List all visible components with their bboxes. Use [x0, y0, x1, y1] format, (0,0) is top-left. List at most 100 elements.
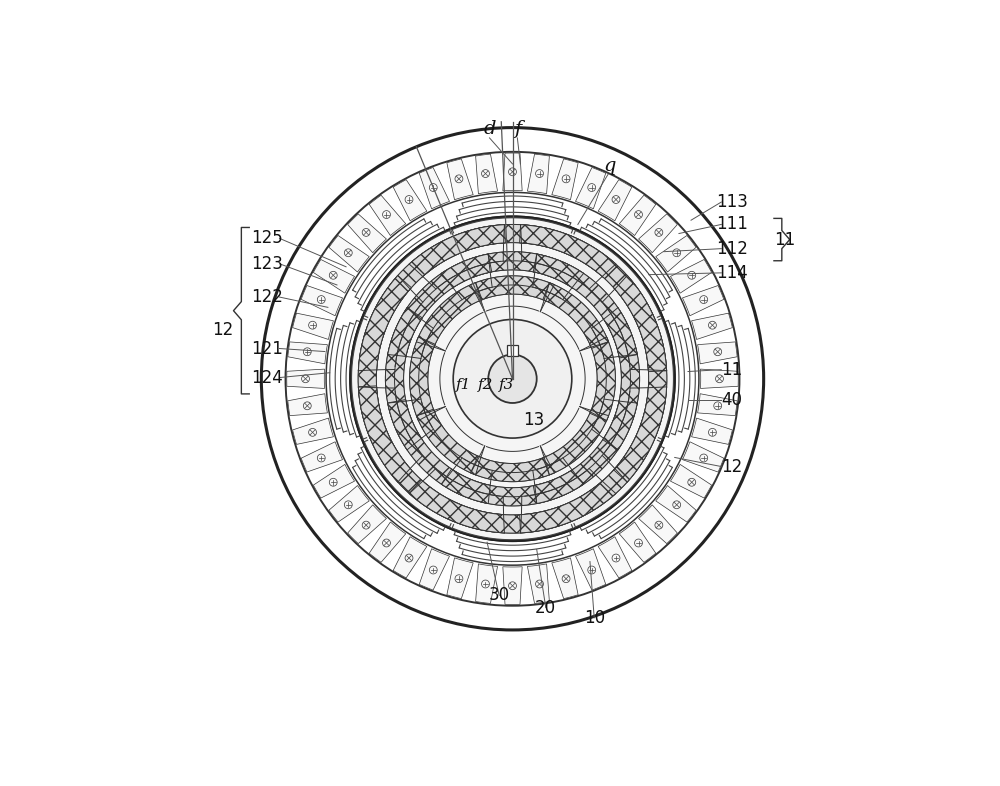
Polygon shape [301, 285, 343, 316]
Polygon shape [656, 236, 696, 272]
Text: 124: 124 [252, 369, 283, 387]
Polygon shape [419, 167, 449, 209]
Text: 114: 114 [716, 264, 747, 282]
Polygon shape [358, 276, 411, 482]
Polygon shape [385, 307, 422, 450]
Text: 113: 113 [716, 193, 748, 211]
Polygon shape [533, 254, 637, 358]
Text: 40: 40 [721, 391, 742, 409]
Polygon shape [603, 307, 640, 450]
Polygon shape [471, 456, 554, 482]
Polygon shape [520, 386, 667, 533]
Circle shape [453, 319, 572, 438]
Polygon shape [639, 214, 677, 252]
Text: f: f [514, 120, 521, 138]
Polygon shape [692, 313, 732, 340]
Text: 13: 13 [523, 411, 544, 429]
Polygon shape [447, 558, 473, 599]
Polygon shape [598, 537, 632, 578]
Polygon shape [590, 337, 615, 421]
Polygon shape [656, 486, 696, 522]
Text: 123: 123 [251, 255, 283, 273]
Polygon shape [301, 442, 343, 472]
Polygon shape [369, 522, 406, 562]
Polygon shape [416, 410, 482, 475]
Polygon shape [520, 225, 667, 372]
Polygon shape [520, 225, 667, 372]
Polygon shape [409, 225, 616, 277]
Polygon shape [329, 236, 369, 272]
Polygon shape [552, 558, 578, 599]
Polygon shape [527, 564, 549, 604]
Polygon shape [419, 549, 449, 590]
Polygon shape [348, 505, 386, 544]
Text: 112: 112 [716, 240, 748, 258]
Polygon shape [416, 283, 482, 348]
Text: 12: 12 [213, 321, 234, 340]
Polygon shape [692, 418, 732, 444]
Polygon shape [313, 259, 355, 293]
Circle shape [350, 217, 675, 541]
Text: 12: 12 [721, 457, 742, 476]
Polygon shape [416, 410, 482, 475]
Polygon shape [409, 225, 616, 277]
Polygon shape [388, 254, 492, 358]
Text: 121: 121 [251, 340, 283, 358]
Polygon shape [619, 195, 656, 236]
Polygon shape [441, 469, 584, 506]
Text: 11: 11 [774, 230, 795, 248]
Polygon shape [614, 276, 667, 482]
Polygon shape [682, 285, 724, 316]
Text: 122: 122 [251, 288, 283, 306]
Polygon shape [507, 345, 518, 356]
Polygon shape [393, 537, 427, 578]
Polygon shape [447, 159, 473, 200]
Polygon shape [471, 276, 554, 301]
Polygon shape [388, 254, 492, 358]
Polygon shape [388, 399, 492, 504]
Text: 11: 11 [721, 361, 742, 379]
Polygon shape [393, 180, 427, 221]
Polygon shape [639, 505, 677, 544]
Polygon shape [603, 307, 640, 450]
Polygon shape [543, 283, 609, 348]
Polygon shape [358, 276, 411, 482]
Polygon shape [287, 369, 325, 388]
Polygon shape [313, 465, 355, 498]
Polygon shape [619, 522, 656, 562]
Polygon shape [503, 567, 522, 604]
Polygon shape [293, 313, 333, 340]
Polygon shape [543, 410, 609, 475]
Text: 20: 20 [535, 599, 556, 616]
Polygon shape [670, 465, 712, 498]
Polygon shape [358, 386, 505, 533]
Polygon shape [543, 283, 609, 348]
Polygon shape [409, 480, 616, 533]
Polygon shape [520, 386, 667, 533]
Text: f2: f2 [478, 378, 493, 392]
Polygon shape [670, 259, 712, 293]
Polygon shape [388, 399, 492, 504]
Polygon shape [410, 337, 435, 421]
Polygon shape [590, 337, 615, 421]
Polygon shape [471, 456, 554, 482]
Polygon shape [527, 154, 549, 193]
Polygon shape [598, 180, 632, 221]
Text: d: d [483, 120, 496, 138]
Polygon shape [358, 386, 505, 533]
Polygon shape [543, 410, 609, 475]
Polygon shape [698, 394, 737, 416]
Circle shape [488, 354, 537, 403]
Text: f3: f3 [499, 378, 514, 392]
Polygon shape [441, 252, 584, 288]
Polygon shape [533, 254, 637, 358]
Polygon shape [385, 307, 422, 450]
Polygon shape [358, 225, 505, 372]
Text: q: q [603, 156, 616, 174]
Text: 125: 125 [252, 230, 283, 248]
Polygon shape [410, 337, 435, 421]
Polygon shape [700, 369, 738, 388]
Polygon shape [293, 418, 333, 444]
Polygon shape [288, 342, 327, 364]
Polygon shape [369, 195, 406, 236]
